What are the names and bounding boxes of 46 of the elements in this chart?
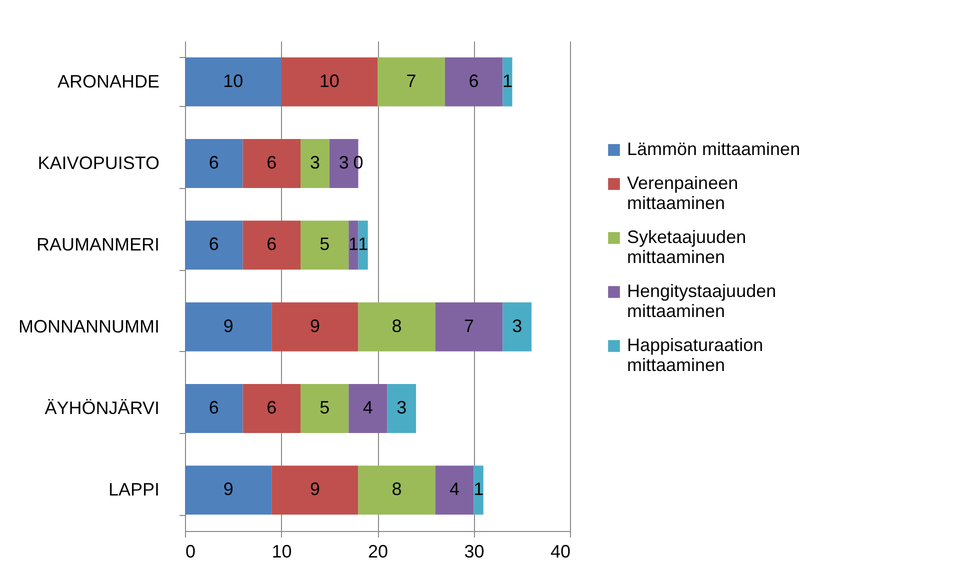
data-label: 1 <box>358 234 368 254</box>
x-tick-label: 0 <box>186 542 196 562</box>
data-label: 1 <box>502 70 512 91</box>
data-label: 5 <box>320 398 330 418</box>
data-label: 4 <box>362 398 373 418</box>
data-label: 9 <box>223 316 234 336</box>
data-label: 6 <box>208 234 219 254</box>
data-label: 3 <box>512 316 522 336</box>
y-tick-label: ÄYHÖNJÄRVI <box>44 398 160 418</box>
legend-label: Syketaajuuden mittaaminen <box>627 227 746 267</box>
legend-label: Lämmön mittaaminen <box>627 139 800 159</box>
data-label: 0 <box>353 152 364 172</box>
data-label: 6 <box>266 152 277 172</box>
x-tick-label: 40 <box>550 542 570 562</box>
legend-label: Happisaturaation mittaaminen <box>627 335 764 375</box>
data-label: 8 <box>392 479 402 500</box>
data-label: 6 <box>266 398 277 418</box>
data-label: 3 <box>396 398 407 418</box>
y-tick-label: RAUMANMERI <box>36 234 160 255</box>
data-label: 3 <box>338 152 349 172</box>
data-label: 4 <box>449 479 460 500</box>
data-label: 5 <box>320 234 330 254</box>
data-label: 9 <box>310 479 320 500</box>
data-label: 9 <box>223 479 234 500</box>
data-label: 6 <box>208 398 219 418</box>
x-tick-label: 10 <box>272 542 292 562</box>
y-tick-label: ARONAHDE <box>57 71 160 92</box>
data-label: 10 <box>319 70 340 91</box>
y-tick-label: KAIVOPUISTO <box>38 153 160 173</box>
y-tick-label: LAPPI <box>108 480 160 500</box>
data-label: 3 <box>310 152 320 172</box>
data-label: 7 <box>406 70 416 91</box>
x-tick-label: 30 <box>464 542 484 562</box>
data-label: 8 <box>392 316 402 336</box>
x-tick-label: 20 <box>368 542 388 562</box>
data-label: 1 <box>474 479 484 500</box>
data-label: 1 <box>348 234 358 254</box>
legend-label: Verenpaineen mittaaminen <box>627 173 738 213</box>
data-label: 9 <box>310 316 320 336</box>
legend-label: Hengitystaajuuden mittaaminen <box>627 281 776 321</box>
data-label: 6 <box>468 70 479 91</box>
data-label: 10 <box>223 70 244 91</box>
data-label: 7 <box>464 316 474 336</box>
data-label: 6 <box>208 152 219 172</box>
data-label: 6 <box>266 234 277 254</box>
y-tick-label: MONNANNUMMI <box>18 316 160 336</box>
